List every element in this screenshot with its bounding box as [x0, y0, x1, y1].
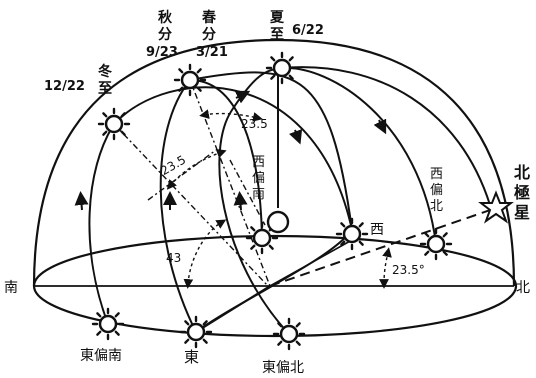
svg-text:夏: 夏 — [270, 9, 285, 26]
sun-icons — [91, 51, 453, 351]
path-arrow-6 — [373, 118, 387, 135]
sun-icon — [265, 51, 299, 85]
label-winter: 冬 至 12/22 — [44, 63, 112, 97]
observer-to-west — [269, 239, 353, 287]
svg-text:9/23: 9/23 — [146, 45, 178, 60]
svg-text:春: 春 — [201, 9, 217, 26]
horizon-to-observer — [195, 285, 271, 333]
label-polaris: 北 極 星 — [513, 163, 530, 222]
angle-label-polaris: 23.5° — [392, 263, 425, 277]
svg-text:南: 南 — [252, 186, 265, 202]
star-icon — [478, 190, 514, 224]
angle-arc-latitude — [183, 219, 227, 289]
svg-text:分: 分 — [158, 27, 172, 43]
svg-text:西: 西 — [252, 155, 265, 170]
path-arrow-5 — [288, 128, 303, 145]
label-west: 西 — [370, 222, 384, 238]
path-arrow-3 — [233, 191, 248, 211]
svg-text:秋: 秋 — [158, 9, 173, 26]
summer-to-west — [281, 66, 491, 206]
observer-circle — [266, 210, 290, 234]
meridian-arc — [189, 71, 353, 231]
equinox-path-back — [189, 79, 263, 239]
tilt-line-1 — [113, 123, 269, 287]
svg-text:3/21: 3/21 — [196, 45, 228, 60]
sun-icon — [179, 315, 213, 349]
svg-text:偏: 偏 — [252, 171, 265, 186]
sun-icon — [335, 217, 369, 251]
label-autumn: 秋 分 9/23 — [146, 9, 178, 60]
svg-text:12/22: 12/22 — [44, 79, 85, 94]
svg-text:北: 北 — [430, 199, 443, 214]
svg-text:北: 北 — [514, 163, 530, 182]
svg-text:6/22: 6/22 — [292, 23, 324, 38]
svg-text:至: 至 — [98, 81, 112, 97]
svg-text:西: 西 — [430, 167, 443, 182]
label-west-south: 西 偏 南 — [252, 155, 265, 202]
label-west-north: 西 偏 北 — [430, 167, 443, 214]
winter-path — [88, 86, 353, 325]
label-south: 南 — [4, 280, 18, 296]
svg-text:極: 極 — [513, 183, 530, 202]
svg-text:至: 至 — [270, 27, 284, 43]
angle-label-tilt-1: 23.5 — [241, 117, 268, 131]
label-north: 北 — [516, 280, 530, 296]
angle-arc-polaris — [379, 247, 392, 289]
sun-icon — [272, 317, 306, 351]
sun-icon — [97, 107, 131, 141]
tilt-line-2 — [189, 79, 271, 287]
label-summer: 夏 至 6/22 — [270, 9, 324, 43]
sun-icon — [419, 227, 453, 261]
path-arrow-4 — [234, 90, 251, 104]
angle-label-latitude: 43 — [166, 251, 181, 265]
svg-text:冬: 冬 — [98, 63, 112, 80]
label-east-south: 東偏南 — [80, 348, 122, 364]
tilt-line-4 — [229, 159, 266, 226]
sun-icon — [91, 307, 125, 341]
path-arrow-1 — [74, 191, 89, 211]
label-east: 東 — [184, 348, 199, 366]
label-east-north: 東偏北 — [262, 360, 304, 376]
celestial-dome — [32, 38, 516, 287]
angle-arc-tilt-1 — [199, 109, 263, 122]
svg-text:分: 分 — [202, 27, 216, 43]
equinox-path-front — [159, 79, 197, 333]
label-spring: 春 分 3/21 — [196, 9, 228, 60]
svg-text:偏: 偏 — [430, 183, 443, 198]
svg-text:星: 星 — [514, 203, 530, 222]
observer-to-polaris — [269, 207, 497, 287]
sun-icon — [173, 63, 207, 97]
